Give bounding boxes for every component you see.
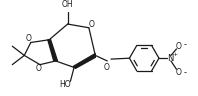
Text: -: - xyxy=(183,68,186,77)
Text: O: O xyxy=(36,64,42,73)
Text: O: O xyxy=(175,67,181,77)
Text: O: O xyxy=(103,63,109,72)
Text: HO: HO xyxy=(59,80,71,89)
Text: O: O xyxy=(26,34,32,43)
Polygon shape xyxy=(48,40,57,61)
Text: O: O xyxy=(89,20,95,29)
Polygon shape xyxy=(73,54,95,68)
Text: O: O xyxy=(175,42,181,51)
Text: +: + xyxy=(172,52,177,57)
Text: -: - xyxy=(183,40,186,49)
Text: OH: OH xyxy=(62,0,73,9)
Text: N: N xyxy=(167,54,173,63)
